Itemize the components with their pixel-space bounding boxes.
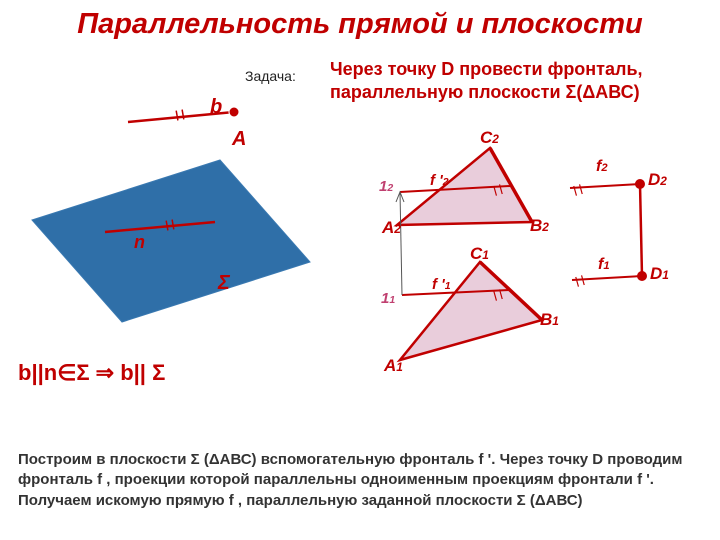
label-B1: B1 bbox=[540, 310, 559, 330]
label-11: 11 bbox=[381, 290, 395, 307]
label-f2: f2 bbox=[596, 158, 608, 176]
label-sigma: Σ bbox=[218, 272, 230, 295]
label-B2: B2 bbox=[530, 216, 549, 236]
diagram-svg bbox=[0, 0, 720, 540]
label-A2: A2 bbox=[382, 218, 401, 238]
label-f1: f1 bbox=[598, 256, 610, 274]
label-D2: D2 bbox=[648, 170, 667, 190]
label-C2: C2 bbox=[480, 128, 499, 148]
label-A: A bbox=[232, 128, 246, 151]
label-A1: A1 bbox=[384, 356, 403, 376]
label-n: n bbox=[134, 232, 145, 253]
label-C1: C1 bbox=[470, 244, 489, 264]
label-f1p: f '1 bbox=[432, 276, 451, 293]
label-12: 12 bbox=[379, 178, 393, 195]
label-D1: D1 bbox=[650, 264, 669, 284]
label-f2p: f '2 bbox=[430, 172, 449, 189]
label-b: b bbox=[210, 96, 222, 119]
